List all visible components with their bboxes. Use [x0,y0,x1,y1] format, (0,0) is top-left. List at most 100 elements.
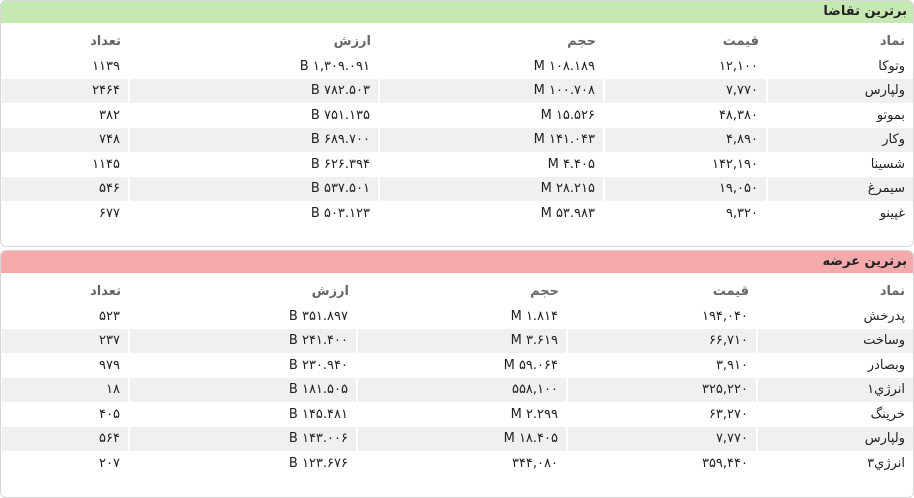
header-row: نماد قیمت حجم ارزش تعداد [1,278,913,304]
value-cell: ۱۹,۰۵۰ [603,176,767,201]
column-header: تعداد [90,283,121,299]
value-cell: ۱۴۲,۱۹۰ [603,152,767,177]
table-row: سیمرغ ۱۹,۰۵۰ ۲۸.۲۱۵ M ۵۳۷.۵۰۱ B ۵۴۶ [1,176,913,201]
value-cell: ۶۷۷ [1,201,129,226]
value-cell: ۱۱۴۵ [1,152,129,177]
symbol-cell: وبصادر [756,353,913,378]
table-row: پدرخش ۱۹۴,۰۴۰ ۱.۸۱۴ M ۳۵۱.۸۹۷ B ۵۲۳ [1,304,913,329]
value-cell: ۶۲۶.۳۹۴ B [128,152,379,177]
column-header: حجم [567,33,596,49]
value-cell: ۱۲۳.۶۷۶ B [128,451,357,476]
value-cell: ۱۴۱.۰۴۳ M [378,127,604,152]
value-cell: ۶۸۹.۷۰۰ B [128,127,379,152]
column-header: حجم [530,283,559,299]
table-row: وبصادر ۳,۹۱۰ ۵۹.۰۶۴ M ۲۳۰.۹۴۰ B ۹۷۹ [1,353,913,378]
value-cell: ۲۰۷ [1,451,129,476]
column-header: نماد [879,283,905,299]
column-header: ارزش [311,283,349,299]
value-cell: ۳۴۴,۰۸۰ [356,451,567,476]
value-cell: ۱۴۵.۴۸۱ B [128,402,357,427]
table-row: خرینگ ۶۳,۲۷۰ ۲.۲۹۹ M ۱۴۵.۴۸۱ B ۴۰۵ [1,402,913,427]
demand-panel: برترین تقاضا نماد قیمت حجم ارزش تعداد وتوکا ۱… [0,0,914,247]
table-row: وساخت ۶۶,۷۱۰ ۳.۶۱۹ M ۲۴۱.۴۰۰ B ۲۳۷ [1,328,913,353]
value-cell: ۳۵۹,۴۴۰ [566,451,757,476]
value-cell: ۳۸۲ [1,103,129,128]
symbol-cell: خرینگ [756,402,913,427]
value-cell: ۴,۸۹۰ [603,127,767,152]
table-row: ولپارس ۷,۷۷۰ ۱۸.۴۰۵ M ۱۴۳.۰۰۶ B ۵۶۴ [1,426,913,451]
value-cell: ۱۲,۱۰۰ [603,54,767,79]
symbol-cell: انرژي۱ [756,377,913,402]
value-cell: ۱۵.۵۲۶ M [378,103,604,128]
value-cell: ۷,۷۷۰ [603,78,767,103]
column-header: نماد [879,33,905,49]
demand-table: نماد قیمت حجم ارزش تعداد وتوکا ۱۲,۱۰۰ ۱۰۸.۱۸۹ … [1,28,913,226]
value-cell: ۱۸ [1,377,129,402]
value-cell: ۲۳۰.۹۴۰ B [128,353,357,378]
supply-panel: برترین عرضه نماد قیمت حجم ارزش تعداد پدرخش ۱۹… [0,250,914,498]
column-header: قیمت [712,283,749,299]
value-cell: ۵۹.۰۶۴ M [356,353,567,378]
value-cell: ۵۰۳.۱۲۳ B [128,201,379,226]
symbol-cell: پدرخش [756,304,913,329]
table-row: غپینو ۹,۳۲۰ ۵۳.۹۸۳ M ۵۰۳.۱۲۳ B ۶۷۷ [1,201,913,226]
value-cell: ۷۵۱.۱۳۵ B [128,103,379,128]
value-cell: ۹,۳۲۰ [603,201,767,226]
value-cell: ۶۶,۷۱۰ [566,328,757,353]
value-cell: ۵۳.۹۸۳ M [378,201,604,226]
header-row: نماد قیمت حجم ارزش تعداد [1,28,913,54]
value-cell: ۷۴۸ [1,127,129,152]
value-cell: ۷۸۲.۵۰۳ B [128,78,379,103]
value-cell: ۲۴۶۴ [1,78,129,103]
table-row: شسینا ۱۴۲,۱۹۰ ۴.۴۰۵ M ۶۲۶.۳۹۴ B ۱۱۴۵ [1,152,913,177]
column-header: قیمت [722,33,759,49]
value-cell: ۱,۳۰۹.۰۹۱ B [128,54,379,79]
symbol-cell: وتوکا [766,54,913,79]
table-row: بموتو ۴۸,۳۸۰ ۱۵.۵۲۶ M ۷۵۱.۱۳۵ B ۳۸۲ [1,103,913,128]
value-cell: ۵۵۸,۱۰۰ [356,377,567,402]
symbol-cell: شسینا [766,152,913,177]
value-cell: ۴۰۵ [1,402,129,427]
value-cell: ۵۳۷.۵۰۱ B [128,176,379,201]
value-cell: ۳۵۱.۸۹۷ B [128,304,357,329]
value-cell: ۲۸.۲۱۵ M [378,176,604,201]
symbol-cell: بموتو [766,103,913,128]
value-cell: ۶۳,۲۷۰ [566,402,757,427]
value-cell: ۱۰۰.۷۰۸ M [378,78,604,103]
column-header: ارزش [333,33,371,49]
symbol-cell: وساخت [756,328,913,353]
table-row: ولپارس ۷,۷۷۰ ۱۰۰.۷۰۸ M ۷۸۲.۵۰۳ B ۲۴۶۴ [1,78,913,103]
symbol-cell: سیمرغ [766,176,913,201]
value-cell: ۵۴۶ [1,176,129,201]
table-row: انرژي۳ ۳۵۹,۴۴۰ ۳۴۴,۰۸۰ ۱۲۳.۶۷۶ B ۲۰۷ [1,451,913,476]
table-row: وکار ۴,۸۹۰ ۱۴۱.۰۴۳ M ۶۸۹.۷۰۰ B ۷۴۸ [1,127,913,152]
symbol-cell: وکار [766,127,913,152]
value-cell: ۲.۲۹۹ M [356,402,567,427]
value-cell: ۱۴۳.۰۰۶ B [128,426,357,451]
table-row: انرژي۱ ۳۲۵,۲۲۰ ۵۵۸,۱۰۰ ۱۸۱.۵۰۵ B ۱۸ [1,377,913,402]
value-cell: ۳۲۵,۲۲۰ [566,377,757,402]
value-cell: ۷,۷۷۰ [566,426,757,451]
value-cell: ۴۸,۳۸۰ [603,103,767,128]
value-cell: ۵۶۴ [1,426,129,451]
supply-table: نماد قیمت حجم ارزش تعداد پدرخش ۱۹۴,۰۴۰ ۱.۸۱۴ M… [1,278,913,476]
value-cell: ۳,۹۱۰ [566,353,757,378]
symbol-cell: ولپارس [766,78,913,103]
column-header: تعداد [90,33,121,49]
symbol-cell: غپینو [766,201,913,226]
panel-title: برترین تقاضا [1,1,913,23]
table-row: وتوکا ۱۲,۱۰۰ ۱۰۸.۱۸۹ M ۱,۳۰۹.۰۹۱ B ۱۱۳۹ [1,54,913,79]
value-cell: ۱.۸۱۴ M [356,304,567,329]
value-cell: ۱۸۱.۵۰۵ B [128,377,357,402]
value-cell: ۱۱۳۹ [1,54,129,79]
symbol-cell: انرژي۳ [756,451,913,476]
value-cell: ۲۳۷ [1,328,129,353]
value-cell: ۱۸.۴۰۵ M [356,426,567,451]
symbol-cell: ولپارس [756,426,913,451]
value-cell: ۴.۴۰۵ M [378,152,604,177]
value-cell: ۹۷۹ [1,353,129,378]
value-cell: ۳.۶۱۹ M [356,328,567,353]
value-cell: ۱۹۴,۰۴۰ [566,304,757,329]
